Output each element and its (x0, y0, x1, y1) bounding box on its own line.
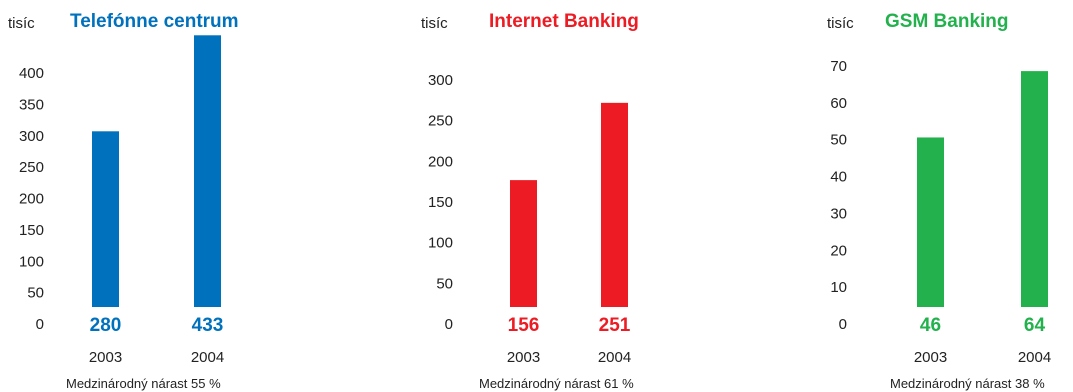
chart-title: GSM Banking (885, 11, 1009, 32)
y-tick-label: 200 (19, 191, 44, 208)
unit-label: tisíc (8, 15, 35, 32)
y-tick-label: 300 (19, 128, 44, 145)
bar-chart: 0 10 20 30 40 50 60 70 46 2003 64 2004 (830, 58, 1051, 366)
value-label: 251 (599, 315, 631, 336)
y-tick-label: 0 (839, 316, 847, 333)
category-label: 2004 (191, 349, 224, 366)
bar (510, 180, 537, 307)
y-tick-label: 40 (830, 169, 847, 186)
y-tick-label: 0 (36, 316, 44, 333)
category-label: 2004 (1018, 349, 1051, 366)
category-label: 2003 (507, 349, 540, 366)
bar-chart: 0 50 100 150 200 250 300 156 2003 251 2004 (428, 72, 631, 366)
value-label: 433 (192, 315, 224, 336)
bar-chart: 0 50 100 150 200 250 300 350 400 280 2003 433 2004 (19, 35, 224, 366)
y-tick-label: 70 (830, 58, 847, 75)
y-tick-label: 150 (19, 222, 44, 239)
y-tick-label: 10 (830, 279, 847, 296)
value-label: 46 (920, 315, 941, 336)
chart-panel: tisíc GSM Banking 0 10 20 30 40 50 60 70 46 2003 64 2… (826, 0, 1073, 392)
unit-label: tisíc (827, 15, 854, 32)
y-tick-label: 350 (19, 96, 44, 113)
category-label: 2003 (89, 349, 122, 366)
y-tick-label: 200 (428, 153, 453, 170)
y-tick-label: 50 (436, 275, 453, 292)
bar (92, 131, 119, 307)
y-tick-label: 100 (19, 253, 44, 270)
value-label: 156 (508, 315, 540, 336)
y-tick-label: 50 (27, 285, 44, 302)
growth-note: Medzinárodný nárast 61 % (479, 376, 634, 391)
category-label: 2004 (598, 349, 631, 366)
chart-panel: tisíc Internet Banking 0 50 100 150 200 250 300 1… (414, 0, 734, 392)
category-label: 2003 (914, 349, 947, 366)
value-label: 64 (1024, 315, 1046, 336)
growth-note: Medzinárodný nárast 38 % (890, 376, 1045, 391)
chart-title: Telefónne centrum (70, 11, 239, 32)
y-tick-label: 0 (445, 316, 453, 333)
y-tick-label: 400 (19, 65, 44, 82)
y-tick-label: 150 (428, 194, 453, 211)
y-tick-label: 250 (19, 159, 44, 176)
bar (1021, 71, 1048, 307)
y-tick-label: 50 (830, 132, 847, 149)
unit-label: tisíc (421, 15, 448, 32)
y-tick-label: 300 (428, 72, 453, 89)
growth-note: Medzinárodný nárast 55 % (66, 376, 221, 391)
bar (917, 137, 944, 307)
bar (194, 35, 221, 307)
value-label: 280 (90, 315, 122, 336)
y-tick-label: 60 (830, 95, 847, 112)
y-tick-label: 20 (830, 242, 847, 259)
bar (601, 102, 628, 307)
chart-panel: tisíc Telefónne centrum 0 50 100 150 200 250 300… (0, 0, 320, 392)
y-tick-label: 30 (830, 205, 847, 222)
y-tick-label: 100 (428, 235, 453, 252)
chart-title: Internet Banking (489, 11, 639, 32)
y-tick-label: 250 (428, 113, 453, 130)
